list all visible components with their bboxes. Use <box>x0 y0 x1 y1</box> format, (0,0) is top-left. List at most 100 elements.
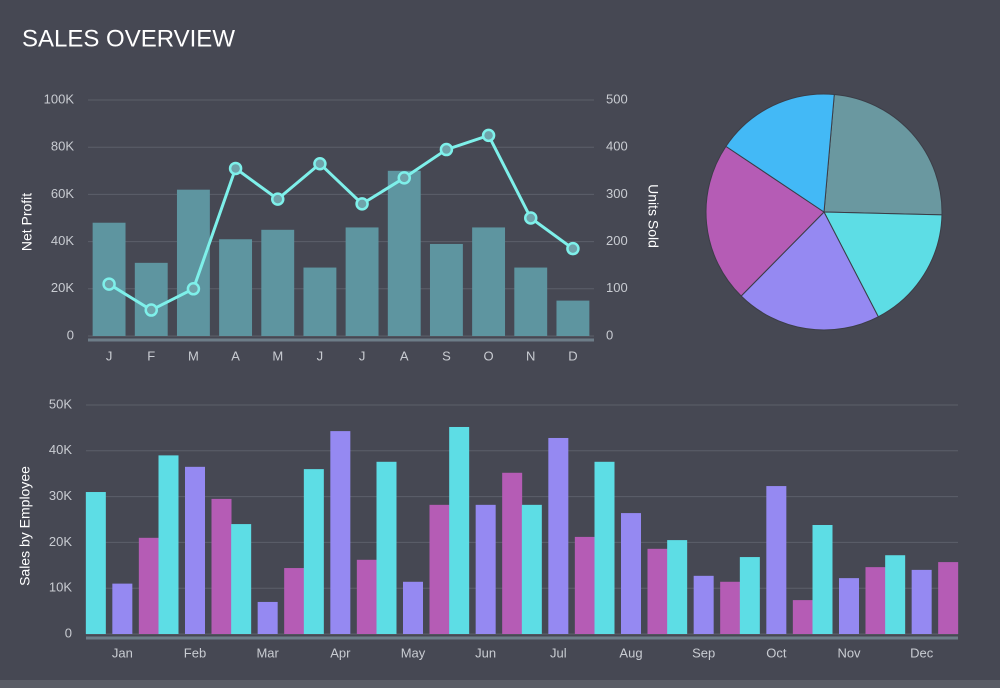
y-tick-label: 100K <box>44 91 75 106</box>
x-tick-label: Jun <box>475 645 496 660</box>
bar <box>556 300 590 336</box>
line-point <box>102 277 116 291</box>
pie-slice <box>740 211 879 331</box>
y-tick-label: 400 <box>606 139 628 154</box>
bar <box>574 536 595 634</box>
y-tick-label: 30K <box>49 488 72 503</box>
y-tick-label: 100 <box>606 280 628 295</box>
x-tick-label: D <box>568 348 577 363</box>
bar <box>472 227 506 336</box>
y-axis-label: Sales by Employee <box>17 466 33 586</box>
bar <box>839 578 859 634</box>
bar <box>138 537 159 634</box>
x-tick-label: Sep <box>692 645 715 660</box>
bar <box>330 431 351 634</box>
bar <box>376 461 397 634</box>
bar <box>667 540 688 634</box>
line-point <box>524 211 538 225</box>
bar <box>231 524 252 634</box>
bar <box>475 504 496 634</box>
x-tick-label: O <box>484 348 494 363</box>
bar <box>158 455 179 634</box>
x-tick-label: Aug <box>619 645 642 660</box>
x-tick-label: J <box>359 348 366 363</box>
bar <box>621 513 641 634</box>
bar <box>865 567 886 634</box>
pie-slice <box>705 145 825 297</box>
bar <box>303 267 337 336</box>
bar <box>185 466 205 634</box>
y-tick-label: 10K <box>49 580 72 595</box>
bar <box>720 581 741 634</box>
bar <box>449 426 470 634</box>
x-tick-label: N <box>526 348 535 363</box>
x-tick-label: M <box>188 348 199 363</box>
y-tick-label: 0 <box>67 327 74 342</box>
y-tick-label: 0 <box>606 327 613 342</box>
bar <box>548 437 569 634</box>
line-point <box>439 142 454 157</box>
bar <box>211 498 232 634</box>
bar <box>429 243 463 336</box>
bar <box>387 170 421 336</box>
x-tick-label: S <box>442 348 451 363</box>
bar <box>812 524 833 634</box>
bar <box>261 229 295 336</box>
y-axis-label: Net Profit <box>19 193 35 251</box>
bar <box>303 469 324 634</box>
bar <box>112 583 133 634</box>
x-tick-label: Jul <box>550 645 567 660</box>
line-point <box>566 241 580 256</box>
line-point <box>397 171 411 185</box>
bar <box>739 557 760 634</box>
bar <box>403 581 423 634</box>
x-tick-label: Mar <box>256 645 279 660</box>
y-tick-label: 20K <box>49 534 72 549</box>
line <box>108 133 574 312</box>
y-tick-label: 300 <box>606 186 628 201</box>
bar <box>938 562 959 634</box>
x-tick-label: Apr <box>330 645 351 660</box>
bar <box>594 461 615 634</box>
pie-slice <box>823 211 943 318</box>
dashboard-title: SALES OVERVIEW <box>22 25 235 52</box>
y-tick-label: 40K <box>49 442 72 457</box>
x-tick-label: A <box>231 348 240 363</box>
bar <box>257 601 278 634</box>
x-tick-label: Feb <box>184 645 206 660</box>
bar <box>647 548 668 634</box>
pie-slice <box>725 93 835 213</box>
bar <box>356 559 377 634</box>
line-point <box>481 128 496 143</box>
x-tick-label: Oct <box>766 645 787 660</box>
bar <box>284 568 305 634</box>
bar <box>521 504 542 634</box>
line-point <box>313 156 327 171</box>
bottom-strip <box>0 680 1000 688</box>
y2-axis-label: Units Sold <box>645 184 661 248</box>
y-tick-label: 60K <box>51 186 74 201</box>
bar <box>911 569 932 634</box>
bar <box>134 262 168 336</box>
pie-slice <box>823 93 943 216</box>
x-tick-label: A <box>400 348 409 363</box>
bar <box>502 472 523 634</box>
bar <box>766 486 787 634</box>
bar <box>792 600 813 634</box>
x-tick-label: May <box>401 645 426 660</box>
y-tick-label: 0 <box>65 625 72 640</box>
x-tick-label: J <box>317 348 324 363</box>
x-tick-label: Jan <box>112 645 133 660</box>
y-tick-label: 50K <box>49 396 72 411</box>
y-tick-label: 20K <box>51 280 74 295</box>
x-tick-label: M <box>272 348 283 363</box>
bar <box>693 575 714 634</box>
bar <box>85 492 106 634</box>
x-tick-label: F <box>147 348 155 363</box>
x-tick-label: J <box>106 348 113 363</box>
bar <box>219 239 253 336</box>
y-tick-label: 200 <box>606 233 628 248</box>
bar <box>514 267 548 336</box>
line-point <box>355 197 369 211</box>
